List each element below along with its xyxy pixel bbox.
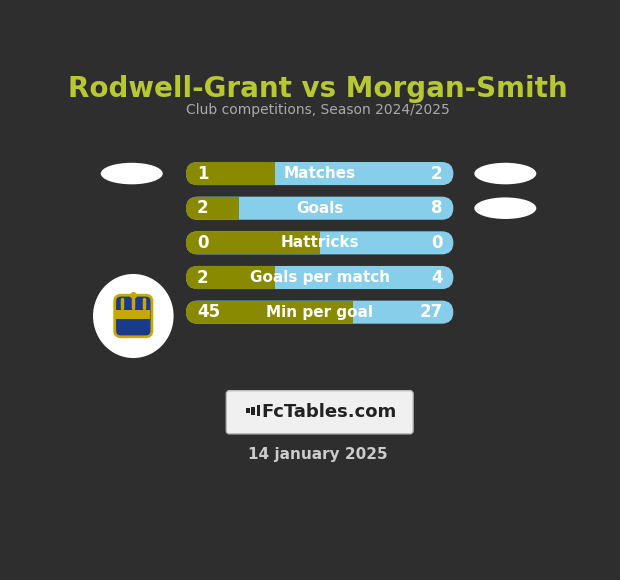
Text: Goals: Goals	[296, 201, 343, 216]
Text: 27: 27	[419, 303, 443, 321]
Ellipse shape	[474, 197, 536, 219]
Bar	[257, 405, 260, 416]
Text: Goals per match: Goals per match	[250, 270, 390, 285]
FancyBboxPatch shape	[226, 391, 413, 434]
FancyBboxPatch shape	[186, 162, 453, 185]
Text: 4: 4	[431, 269, 443, 287]
Text: Hattricks: Hattricks	[280, 235, 359, 251]
Text: Min per goal: Min per goal	[266, 304, 373, 320]
FancyBboxPatch shape	[186, 162, 453, 185]
FancyBboxPatch shape	[186, 231, 453, 255]
Text: 8: 8	[431, 199, 443, 217]
Text: 0: 0	[431, 234, 443, 252]
Text: 45: 45	[197, 303, 220, 321]
Text: Rodwell-Grant vs Morgan-Smith: Rodwell-Grant vs Morgan-Smith	[68, 75, 567, 103]
Text: Club competitions, Season 2024/2025: Club competitions, Season 2024/2025	[186, 103, 450, 117]
FancyBboxPatch shape	[186, 231, 453, 255]
FancyBboxPatch shape	[186, 300, 453, 324]
Bar	[246, 408, 249, 414]
Ellipse shape	[474, 163, 536, 184]
Text: 2: 2	[197, 269, 208, 287]
FancyBboxPatch shape	[186, 197, 453, 220]
Bar	[251, 407, 255, 415]
FancyBboxPatch shape	[186, 300, 453, 324]
FancyBboxPatch shape	[186, 197, 453, 220]
Ellipse shape	[93, 274, 174, 358]
Text: Matches: Matches	[283, 166, 356, 181]
Text: 2: 2	[431, 165, 443, 183]
Text: 1: 1	[197, 165, 208, 183]
FancyBboxPatch shape	[115, 295, 152, 337]
FancyBboxPatch shape	[117, 310, 151, 319]
Ellipse shape	[100, 163, 162, 184]
Text: 2: 2	[197, 199, 208, 217]
Text: 14 january 2025: 14 january 2025	[248, 447, 388, 462]
Text: FcTables.com: FcTables.com	[262, 403, 397, 421]
FancyBboxPatch shape	[186, 266, 453, 289]
Text: 0: 0	[197, 234, 208, 252]
FancyBboxPatch shape	[186, 266, 453, 289]
